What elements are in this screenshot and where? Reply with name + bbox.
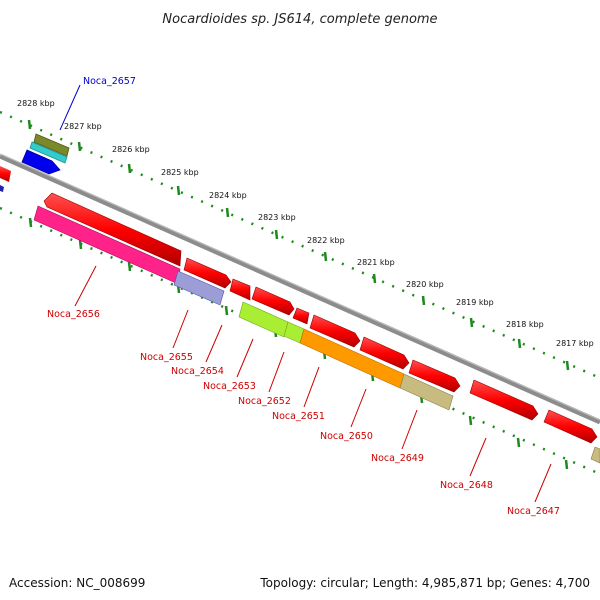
gene-label-noca-2654: Noca_2654 — [171, 366, 224, 377]
gene-shape-noca-2649-top — [359, 336, 410, 370]
ruler-labels: 2828 kbp 2827 kbp 2826 kbp 2825 kbp 2824… — [17, 99, 594, 348]
leader-noca-2654 — [205, 324, 223, 363]
gene-shape-noca-2648 — [469, 379, 539, 421]
gene-shape-left-edge-red — [0, 166, 11, 182]
leader-noca-2651 — [303, 366, 320, 408]
leader-noca-2657 — [59, 84, 81, 131]
tick-label-2821: 2821 kbp — [357, 258, 395, 267]
leader-noca-2652 — [268, 351, 285, 393]
tick-label-2828: 2828 kbp — [17, 99, 55, 108]
gene-shape-noca-2651-small — [292, 307, 310, 325]
tick-label-2823: 2823 kbp — [258, 213, 296, 222]
olive-feature — [33, 133, 70, 157]
tick-label-2827: 2827 kbp — [64, 122, 102, 131]
tick-label-2824: 2824 kbp — [209, 191, 247, 200]
outer-major-ticks — [27, 119, 570, 371]
gene-label-noca-2649: Noca_2649 — [371, 453, 424, 464]
blue-feature — [21, 149, 61, 175]
map-title: Nocardioides sp. JS614, complete genome — [162, 12, 437, 27]
leader-noca-2647 — [534, 463, 552, 503]
forward-strand-features — [21, 133, 70, 175]
genome-backbone — [0, 153, 600, 425]
gene-shape-noca-2649 — [399, 373, 454, 411]
gene-label-noca-2648: Noca_2648 — [440, 480, 493, 491]
gene-label-noca-2657: Noca_2657 — [83, 76, 136, 87]
gene-shape-noca-2653 — [229, 278, 251, 301]
leader-noca-2653 — [236, 338, 254, 378]
gene-labels: Noca_2657 Noca_2656 Noca_2655 Noca_2654 … — [47, 76, 560, 517]
tick-label-2826: 2826 kbp — [112, 145, 150, 154]
gene-shape-noca-2655 — [173, 270, 225, 306]
gene-label-noca-2651: Noca_2651 — [272, 411, 325, 422]
genome-backbone-highlight — [0, 153, 600, 421]
inner-major-ticks — [28, 217, 569, 470]
gene-shape-noca-2652 — [238, 301, 289, 338]
tick-label-2820: 2820 kbp — [406, 280, 444, 289]
gene-label-noca-2652: Noca_2652 — [238, 396, 291, 407]
gene-shape-noca-2648-upper — [408, 359, 461, 393]
gene-shape-noca-2647 — [543, 409, 598, 444]
gene-label-noca-2655: Noca_2655 — [140, 352, 193, 363]
leader-noca-2655 — [172, 309, 189, 349]
cyan-feature — [29, 141, 68, 164]
gene-label-noca-2650: Noca_2650 — [320, 431, 373, 442]
gene-shape-noca-2656-top — [43, 192, 182, 267]
gene-label-noca-2653: Noca_2653 — [203, 381, 256, 392]
tick-label-2822: 2822 kbp — [307, 236, 345, 245]
accession-text: Accession: NC_008699 — [9, 576, 145, 590]
leader-noca-2649 — [401, 409, 418, 450]
tick-label-2817: 2817 kbp — [556, 339, 594, 348]
leader-noca-2650 — [350, 388, 367, 428]
tick-label-2818: 2818 kbp — [506, 320, 544, 329]
label-leaders — [59, 84, 552, 503]
gene-shape-noca-2652-top — [251, 286, 295, 316]
gene-shape-left-edge-blue — [0, 185, 4, 192]
leader-noca-2648 — [469, 437, 487, 477]
gene-shape-right-edge-khaki — [590, 446, 600, 464]
tick-label-2819: 2819 kbp — [456, 298, 494, 307]
tick-label-2825: 2825 kbp — [161, 168, 199, 177]
gene-label-noca-2647: Noca_2647 — [507, 506, 560, 517]
leader-noca-2656 — [74, 265, 97, 307]
reverse-strand-features — [0, 166, 600, 464]
gene-shape-noca-2654 — [183, 257, 232, 289]
summary-text: Topology: circular; Length: 4,985,871 bp… — [259, 576, 590, 590]
gene-shape-noca-2650-top — [309, 314, 361, 348]
gene-label-noca-2656: Noca_2656 — [47, 309, 100, 320]
